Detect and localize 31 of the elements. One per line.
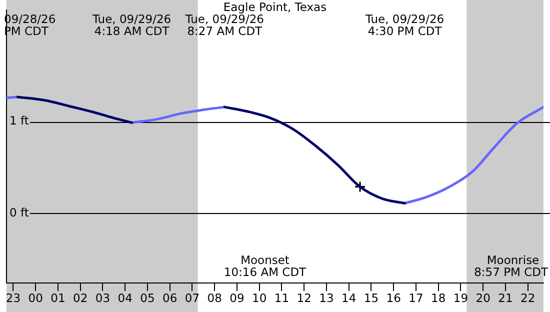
x-tick-label: 03 [95, 290, 110, 305]
x-tick-label: 14 [342, 290, 356, 305]
annotation: Moonset 10:16 AM CDT [224, 252, 308, 279]
x-tick-label: 11 [274, 290, 290, 305]
x-tick-label: 01 [50, 290, 66, 305]
x-tick-label: 05 [140, 290, 155, 305]
chart-title: Eagle Point, Texas [223, 0, 327, 14]
annotation: Tue, 09/29/26 4:18 AM CDT [92, 12, 172, 38]
x-tick-label: 00 [28, 290, 43, 305]
x-tick-label: 20 [476, 290, 490, 305]
annotation: Moonrise 8:57 PM CDT [474, 252, 549, 279]
x-tick-label: 10 [252, 290, 267, 305]
x-tick-label: 16 [386, 290, 401, 305]
x-tick-label: 04 [118, 290, 132, 305]
x-tick-label: 15 [364, 290, 379, 305]
x-tick-label: 22 [520, 290, 536, 305]
annotation: Tue, 09/29/26 4:30 PM CDT [364, 12, 444, 38]
x-tick-label: 13 [319, 290, 334, 305]
x-tick-label: 17 [408, 290, 424, 305]
x-tick-label: 08 [207, 290, 222, 305]
x-tick-label: 12 [296, 290, 312, 305]
y-tick-label: 0 ft [10, 205, 30, 220]
x-tick-label: 18 [431, 290, 446, 305]
x-tick-label: 19 [453, 290, 468, 305]
x-tick-label: 21 [498, 290, 513, 305]
y-tick-label: 1 ft [10, 114, 30, 128]
x-tick-label: 09 [230, 290, 244, 305]
x-tick-label: 23 [6, 290, 21, 305]
x-tick-label: 07 [184, 290, 200, 305]
x-tick-label: 06 [162, 290, 178, 305]
x-tick-label: 02 [73, 290, 88, 305]
